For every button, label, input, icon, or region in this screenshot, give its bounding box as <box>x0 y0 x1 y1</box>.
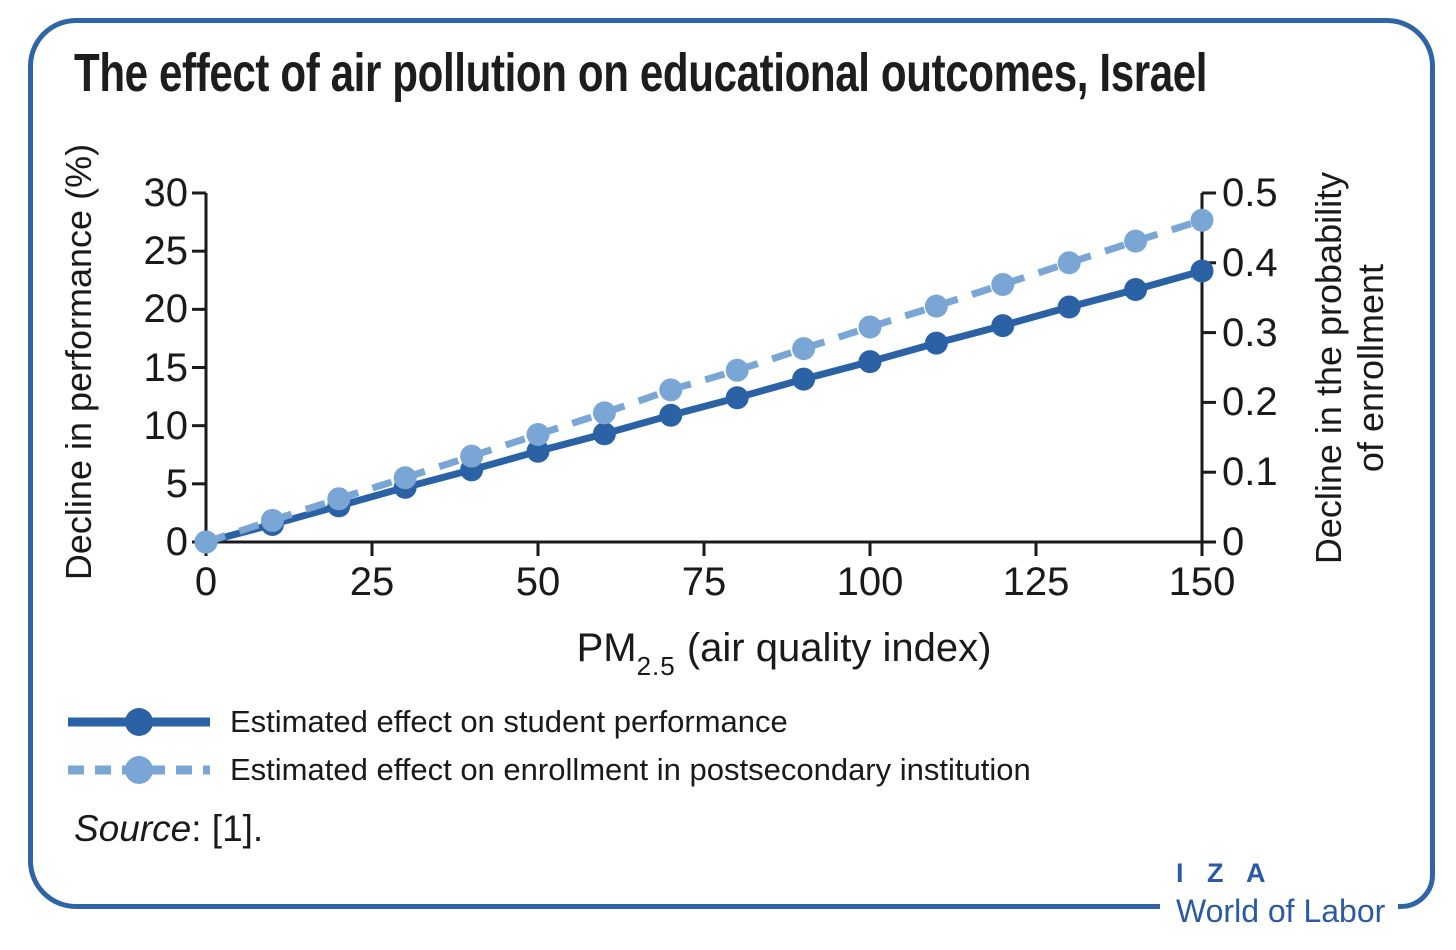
legend: Estimated effect on student performance … <box>64 698 1031 794</box>
legend-label-performance: Estimated effect on student performance <box>230 704 788 739</box>
data-point-marker <box>1124 278 1148 302</box>
data-point-marker <box>260 508 284 532</box>
legend-item-performance: Estimated effect on student performance <box>64 698 1031 746</box>
legend-swatch-solid-line-marker <box>68 708 210 736</box>
x-axis-title-subscript: 2.5 <box>636 651 676 681</box>
x-tick-label: 25 <box>349 560 395 604</box>
y-right-tick-label: 0.4 <box>1222 240 1278 285</box>
axis-lines <box>204 193 1204 544</box>
legend-marker <box>125 708 153 736</box>
solid-line <box>205 267 1203 546</box>
y-left-tick-label: 5 <box>165 461 188 506</box>
data-point-marker <box>393 466 417 490</box>
data-point-marker <box>592 422 616 446</box>
y-right-tick-label: 0.2 <box>1222 380 1278 425</box>
data-point-marker <box>327 487 351 511</box>
y-left-tick-label: 10 <box>143 403 189 448</box>
data-point-marker <box>725 386 749 410</box>
source-note: Source: [1]. <box>74 808 263 850</box>
y-right-tick-label: 0.5 <box>1222 171 1278 215</box>
y-left-tick-label: 0 <box>165 520 188 564</box>
y-right-tick-label: 0.3 <box>1222 310 1278 355</box>
x-axis-title-base: PM <box>576 626 637 670</box>
y-left-tick-label: 20 <box>143 287 189 332</box>
legend-item-enrollment: Estimated effect on enrollment in postse… <box>64 746 1031 794</box>
data-point-marker <box>460 444 484 468</box>
x-tick-label: 150 <box>1168 560 1236 604</box>
data-point-marker <box>592 401 616 425</box>
iza-logo-text: I Z A <box>1176 858 1274 888</box>
x-tick-label: 100 <box>836 560 904 604</box>
data-point-marker <box>991 272 1015 296</box>
world-of-labor-logo-text: World of Labor <box>1176 893 1386 929</box>
dashed-line <box>204 216 1204 546</box>
chart-title: The effect of air pollution on education… <box>74 43 1208 103</box>
data-point-marker <box>1057 295 1081 319</box>
x-tick-label: 125 <box>1002 560 1070 604</box>
x-tick-label: 0 <box>194 560 218 604</box>
y-left-tick-label: 30 <box>143 171 189 215</box>
source-label: Source <box>74 808 192 849</box>
data-point-marker <box>924 294 948 318</box>
figure-frame-border <box>28 18 1435 909</box>
legend-swatch-dashed-line-marker <box>68 756 210 784</box>
data-point-marker <box>858 350 882 374</box>
data-point-marker <box>659 378 683 402</box>
series-enrollment <box>194 208 1214 554</box>
data-point-marker <box>659 403 683 427</box>
data-point-marker <box>991 314 1015 338</box>
data-point-marker <box>1124 229 1148 253</box>
y-right-tick-label: 0 <box>1222 520 1245 564</box>
data-point-marker <box>725 358 749 382</box>
y-axis-left-title: Decline in performance (%) <box>58 143 99 581</box>
y-axis-right-title: Decline in the probability of enrollment <box>1308 166 1393 570</box>
data-point-marker <box>526 423 550 447</box>
y-left-tick-label: 15 <box>143 345 189 390</box>
data-point-marker <box>792 337 816 361</box>
data-point-marker <box>924 331 948 355</box>
data-point-marker <box>1190 259 1214 283</box>
x-tick-label: 50 <box>515 560 561 604</box>
data-point-marker <box>194 530 218 554</box>
data-point-marker <box>1057 251 1081 275</box>
data-point-marker <box>1190 208 1214 232</box>
legend-label-enrollment: Estimated effect on enrollment in postse… <box>230 752 1031 787</box>
x-axis-title: PM2.5 (air quality index) <box>484 626 1084 682</box>
legend-marker <box>125 756 153 784</box>
x-axis-title-rest: (air quality index) <box>675 626 992 670</box>
data-point-marker <box>858 315 882 339</box>
y-right-tick-label: 0.1 <box>1222 450 1278 495</box>
data-point-marker <box>792 367 816 391</box>
logo-background-patch <box>1160 892 1398 936</box>
y-axis-right-title-line2: of enrollment <box>1350 263 1392 473</box>
y-axis-right-title-line1: Decline in the probability <box>1308 171 1349 565</box>
y-left-tick-label: 25 <box>143 229 189 274</box>
series-performance <box>194 259 1214 554</box>
source-citation: : [1]. <box>191 808 264 849</box>
data-point-marker <box>526 439 550 463</box>
x-tick-label: 75 <box>681 560 727 604</box>
